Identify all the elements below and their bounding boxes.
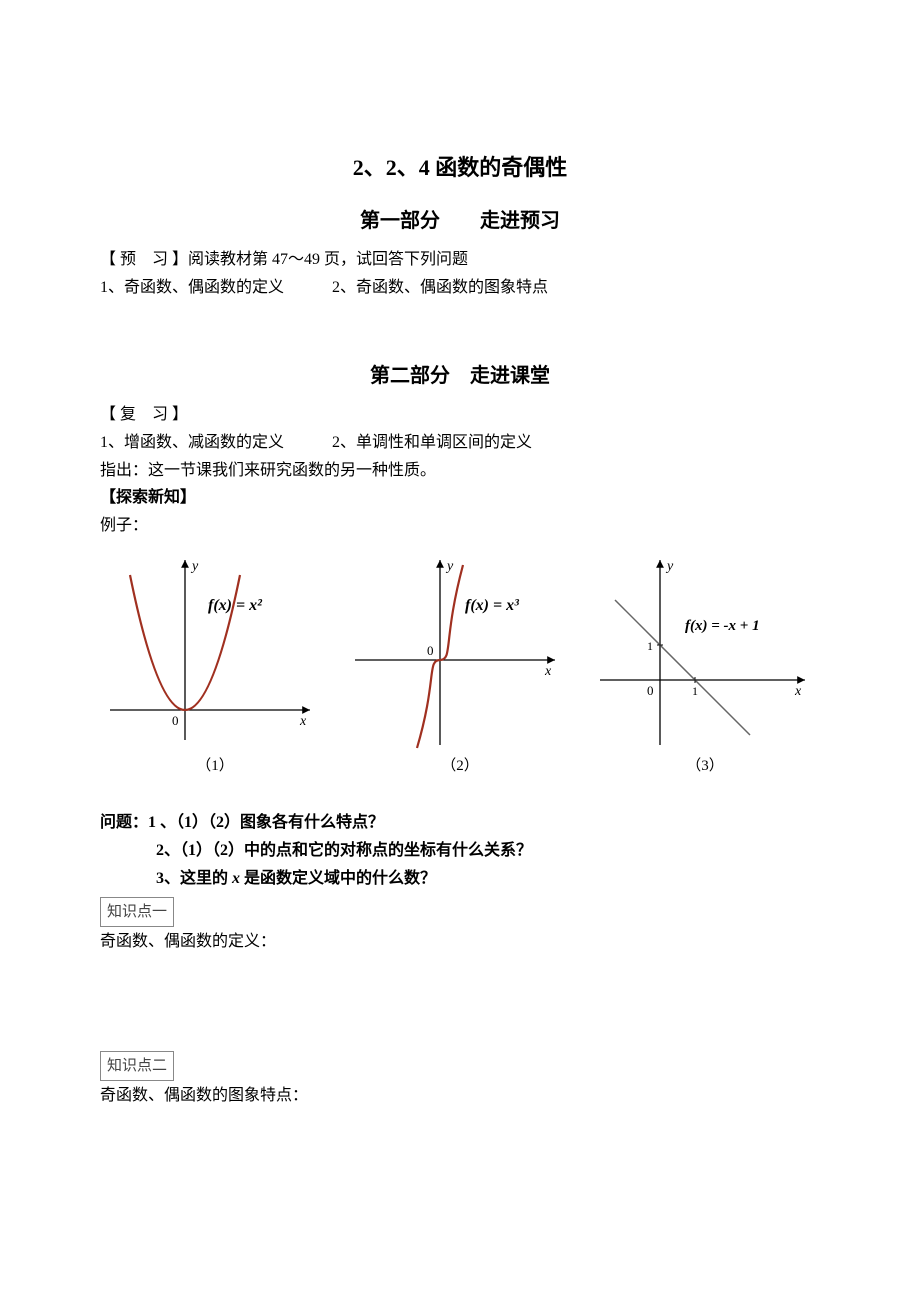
question-2: 2、（1）（2）中的点和它的对称点的坐标有什么关系？ — [100, 838, 820, 864]
svg-text:x: x — [544, 664, 552, 679]
question-3: 3、这里的 x 是函数定义域中的什么数？ — [100, 866, 820, 892]
question-3-post: 是函数定义域中的什么数？ — [240, 870, 436, 887]
svg-text:y: y — [665, 559, 674, 574]
graph-3-svg: x y 0 1 1 f(x) = -x + 1 — [590, 550, 820, 750]
graphs-row: x y 0 f(x) = x² （1） x y 0 f(x) = x³ （2） — [100, 550, 820, 778]
review-item1: 1、增函数、减函数的定义 — [100, 434, 284, 451]
graph-1-caption: （1） — [196, 754, 234, 778]
preview-items: 1、奇函数、偶函数的定义 2、奇函数、偶函数的图象特点 — [100, 275, 820, 301]
knowledge-2-text: 奇函数、偶函数的图象特点： — [100, 1083, 820, 1109]
graph-2-caption: （2） — [441, 754, 479, 778]
svg-text:f(x) = -x + 1: f(x) = -x + 1 — [685, 618, 760, 634]
svg-text:0: 0 — [647, 683, 654, 698]
graph-1: x y 0 f(x) = x² （1） — [100, 550, 330, 778]
svg-text:0: 0 — [427, 643, 434, 658]
knowledge-1-box: 知识点一 — [100, 897, 174, 927]
section1-heading: 第一部分 走进预习 — [100, 205, 820, 237]
question-3-pre: 3、这里的 — [156, 870, 232, 887]
knowledge-2-box: 知识点二 — [100, 1051, 174, 1081]
explore-label: 【探索新知】 — [100, 485, 820, 511]
svg-text:y: y — [190, 559, 199, 574]
question-3-var: x — [232, 870, 240, 887]
graph-1-svg: x y 0 f(x) = x² — [100, 550, 330, 750]
question-1: 1 、（1）（2）图象各有什么特点？ — [148, 814, 384, 831]
graph-2-svg: x y 0 f(x) = x³ — [345, 550, 575, 750]
section2-heading: 第二部分 走进课堂 — [100, 360, 820, 392]
svg-text:0: 0 — [172, 713, 179, 728]
svg-text:1: 1 — [692, 684, 698, 698]
review-item2: 2、单调性和单调区间的定义 — [332, 434, 532, 451]
example-label: 例子： — [100, 513, 820, 539]
svg-text:f(x) = x³: f(x) = x³ — [465, 597, 519, 614]
svg-text:f(x) = x²: f(x) = x² — [208, 597, 263, 614]
review-note: 指出：这一节课我们来研究函数的另一种性质。 — [100, 458, 820, 484]
preview-label: 【 预 习 】阅读教材第 47～49 页，试回答下列问题 — [100, 247, 820, 273]
svg-text:y: y — [445, 559, 454, 574]
graph-3: x y 0 1 1 f(x) = -x + 1 （3） — [590, 550, 820, 778]
questions-block: 问题：1 、（1）（2）图象各有什么特点？ — [100, 810, 820, 836]
svg-text:x: x — [299, 714, 307, 729]
review-items: 1、增函数、减函数的定义 2、单调性和单调区间的定义 — [100, 430, 820, 456]
preview-item1: 1、奇函数、偶函数的定义 — [100, 279, 284, 296]
svg-text:1: 1 — [647, 639, 653, 653]
knowledge-1-text: 奇函数、偶函数的定义： — [100, 929, 820, 955]
graph-3-caption: （3） — [686, 754, 724, 778]
preview-item2: 2、奇函数、偶函数的图象特点 — [332, 279, 548, 296]
main-title: 2、2、4 函数的奇偶性 — [100, 150, 820, 185]
svg-text:x: x — [794, 684, 802, 699]
question-intro: 问题： — [100, 814, 148, 831]
review-label: 【 复 习 】 — [100, 402, 820, 428]
graph-2: x y 0 f(x) = x³ （2） — [345, 550, 575, 778]
